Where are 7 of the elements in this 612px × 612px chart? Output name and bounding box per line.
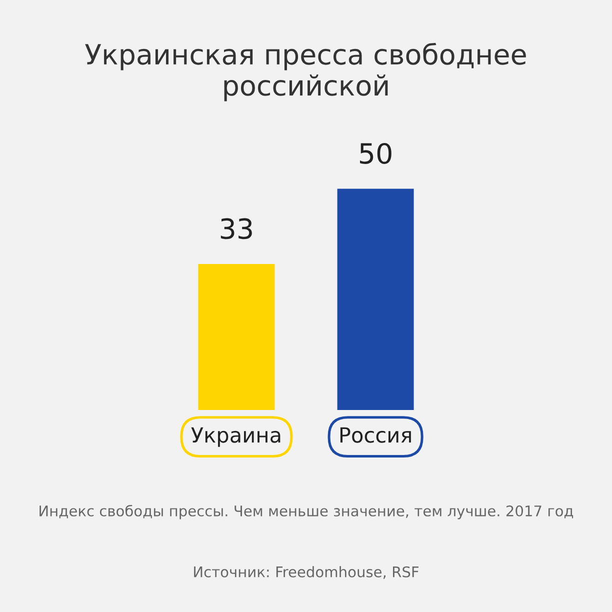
x-tick-label: Россия bbox=[340, 427, 411, 443]
x-tick-label: Украина bbox=[191, 427, 280, 447]
text: Индекс свободы прессы. Чем меньше значение, тем лучше. 2017 год bbox=[40, 504, 574, 520]
data-label: 50 bbox=[360, 142, 392, 164]
data-label: 33 bbox=[220, 218, 252, 240]
chart-title: Украинская пресса свободнее российской bbox=[85, 42, 526, 102]
text: Источник: Freedomhouse, RSF bbox=[194, 566, 418, 579]
